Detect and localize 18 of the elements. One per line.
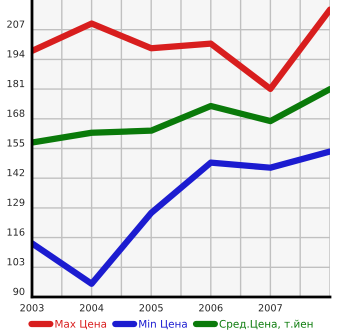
y-tick-label: 90: [13, 288, 24, 296]
y-tick-label: 168: [8, 110, 24, 117]
y-tick-label: 181: [8, 80, 24, 88]
legend-label: Max Цена: [55, 320, 106, 330]
y-tick-label: 142: [8, 168, 24, 176]
y-tick-label: 103: [8, 258, 24, 266]
x-tick-label: 2005: [140, 304, 163, 312]
y-tick-label: 155: [8, 139, 24, 147]
legend-label: Min Цена: [139, 320, 187, 330]
y-tick-label: 129: [8, 198, 24, 206]
y-tick-label: 207: [7, 20, 24, 28]
x-tick-label: 2006: [199, 304, 223, 312]
legend-label: Сред.Цена, т.йен: [220, 320, 313, 330]
x-tick-label: 2003: [20, 304, 44, 312]
y-tick-label: 116: [8, 228, 24, 236]
x-tick-label: 2004: [80, 304, 104, 312]
y-tick-label: 194: [8, 50, 25, 58]
x-tick-label: 2007: [258, 304, 282, 312]
